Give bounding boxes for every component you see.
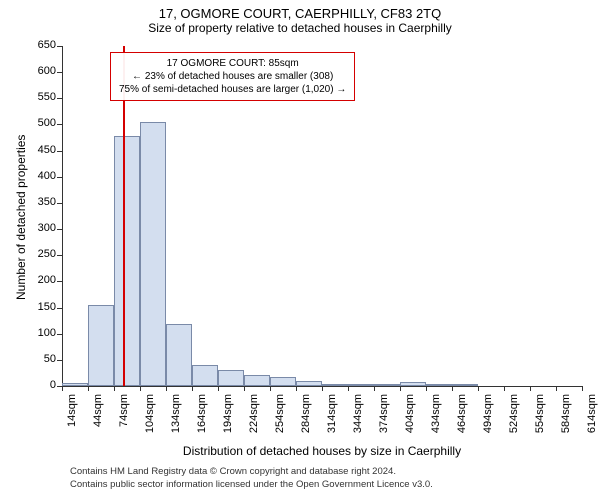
y-tick <box>57 281 62 282</box>
y-tick <box>57 151 62 152</box>
y-tick <box>57 124 62 125</box>
x-tick-label: 404sqm <box>404 394 416 444</box>
y-tick-label: 50 <box>20 353 56 365</box>
x-tick <box>218 386 219 391</box>
y-tick <box>57 46 62 47</box>
histogram-bar <box>270 377 296 386</box>
y-tick-label: 650 <box>20 39 56 51</box>
footer-line2: Contains public sector information licen… <box>70 479 433 492</box>
info-box-line: 17 OGMORE COURT: 85sqm <box>119 57 346 70</box>
x-tick <box>530 386 531 391</box>
x-tick-label: 344sqm <box>352 394 364 444</box>
footer-credits: Contains HM Land Registry data © Crown c… <box>70 466 433 492</box>
histogram-bar <box>192 365 218 386</box>
y-tick-label: 550 <box>20 91 56 103</box>
x-tick <box>244 386 245 391</box>
x-tick <box>582 386 583 391</box>
y-tick <box>57 72 62 73</box>
x-tick-label: 464sqm <box>456 394 468 444</box>
histogram-bar <box>452 384 478 386</box>
x-tick <box>426 386 427 391</box>
histogram-bar <box>62 383 88 386</box>
x-tick-label: 374sqm <box>378 394 390 444</box>
y-tick <box>57 203 62 204</box>
chart-container: 17, OGMORE COURT, CAERPHILLY, CF83 2TQ S… <box>0 0 600 500</box>
y-tick-label: 500 <box>20 117 56 129</box>
histogram-bar <box>374 384 400 386</box>
x-tick <box>322 386 323 391</box>
y-tick-label: 100 <box>20 327 56 339</box>
x-tick <box>192 386 193 391</box>
x-tick-label: 494sqm <box>482 394 494 444</box>
x-tick-label: 284sqm <box>300 394 312 444</box>
x-tick <box>140 386 141 391</box>
x-tick <box>556 386 557 391</box>
x-tick-label: 584sqm <box>560 394 572 444</box>
x-tick-label: 164sqm <box>196 394 208 444</box>
y-tick <box>57 308 62 309</box>
x-tick-label: 104sqm <box>144 394 156 444</box>
y-tick <box>57 334 62 335</box>
histogram-bar <box>348 384 374 386</box>
y-axis-label: Number of detached properties <box>14 135 28 300</box>
x-tick-label: 194sqm <box>222 394 234 444</box>
histogram-bar <box>88 305 114 386</box>
x-tick-label: 614sqm <box>586 394 598 444</box>
x-tick <box>478 386 479 391</box>
x-tick <box>62 386 63 391</box>
y-tick <box>57 360 62 361</box>
x-tick <box>270 386 271 391</box>
x-tick <box>88 386 89 391</box>
x-tick <box>504 386 505 391</box>
histogram-bar <box>218 370 244 386</box>
y-tick-label: 150 <box>20 301 56 313</box>
y-tick <box>57 229 62 230</box>
info-box-line: ← 23% of detached houses are smaller (30… <box>119 70 346 83</box>
x-tick-label: 44sqm <box>92 394 104 444</box>
histogram-bar <box>322 384 348 386</box>
y-tick <box>57 98 62 99</box>
x-tick-label: 554sqm <box>534 394 546 444</box>
histogram-bar <box>140 122 166 386</box>
x-tick <box>374 386 375 391</box>
x-tick-label: 314sqm <box>326 394 338 444</box>
info-box-line: 75% of semi-detached houses are larger (… <box>119 83 346 96</box>
x-tick-label: 134sqm <box>170 394 182 444</box>
y-tick <box>57 177 62 178</box>
y-tick-label: 600 <box>20 65 56 77</box>
histogram-bar <box>426 384 452 386</box>
plot-area: 0501001502002503003504004505005506006501… <box>62 46 582 386</box>
y-tick <box>57 255 62 256</box>
histogram-bar <box>296 381 322 386</box>
chart-title: 17, OGMORE COURT, CAERPHILLY, CF83 2TQ <box>0 0 600 21</box>
histogram-bar <box>244 375 270 387</box>
x-tick <box>452 386 453 391</box>
histogram-bar <box>114 136 140 386</box>
x-tick <box>400 386 401 391</box>
x-tick-label: 524sqm <box>508 394 520 444</box>
x-tick <box>348 386 349 391</box>
info-box: 17 OGMORE COURT: 85sqm← 23% of detached … <box>110 52 355 101</box>
histogram-bar <box>166 324 192 386</box>
histogram-bar <box>400 382 426 386</box>
y-axis <box>62 46 63 386</box>
x-tick-label: 14sqm <box>66 394 78 444</box>
x-tick-label: 224sqm <box>248 394 260 444</box>
x-tick-label: 74sqm <box>118 394 130 444</box>
x-tick-label: 254sqm <box>274 394 286 444</box>
footer-line1: Contains HM Land Registry data © Crown c… <box>70 466 433 479</box>
x-tick <box>114 386 115 391</box>
x-tick-label: 434sqm <box>430 394 442 444</box>
x-axis-label: Distribution of detached houses by size … <box>62 444 582 458</box>
x-tick <box>296 386 297 391</box>
x-tick <box>166 386 167 391</box>
y-tick-label: 0 <box>20 379 56 391</box>
chart-subtitle: Size of property relative to detached ho… <box>0 21 600 35</box>
